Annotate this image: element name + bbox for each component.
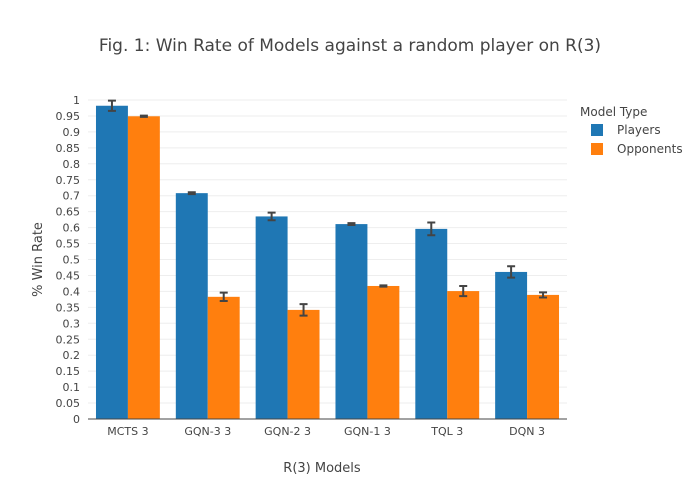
- error-bar: [107, 99, 116, 112]
- y-tick-label: 0.9: [63, 126, 81, 139]
- error-bar: [139, 114, 148, 118]
- y-tick-label: 0.5: [63, 254, 81, 267]
- bars: [95, 105, 560, 420]
- y-tick-label: 0.8: [63, 158, 81, 171]
- x-tick-label: TQL 3: [430, 425, 463, 438]
- error-bar: [299, 303, 308, 317]
- y-tick-label: 0.15: [56, 365, 81, 378]
- error-bar: [219, 291, 228, 302]
- y-tick-label: 0.75: [56, 174, 81, 187]
- bar-players: [255, 216, 288, 419]
- y-tick-label: 1: [73, 94, 80, 107]
- y-tick-label: 0.1: [63, 381, 81, 394]
- y-tick-label: 0.05: [56, 397, 81, 410]
- bar-players: [415, 228, 448, 419]
- legend-swatch-players: [591, 124, 603, 136]
- x-tick-label: GQN-3 3: [184, 425, 231, 438]
- legend-title: Model Type: [580, 105, 647, 119]
- x-tick-label: GQN-1 3: [344, 425, 391, 438]
- error-bar: [379, 284, 388, 288]
- error-bar: [187, 191, 196, 196]
- bar-opponents: [527, 294, 560, 419]
- bar-opponents: [207, 296, 240, 419]
- y-tick-label: 0.65: [56, 206, 81, 219]
- y-tick-label: 0.3: [63, 317, 81, 330]
- y-tick-label: 0.4: [63, 285, 81, 298]
- error-bar: [267, 211, 276, 222]
- y-tick-label: 0.7: [63, 190, 81, 203]
- y-tick-label: 0.35: [56, 301, 81, 314]
- y-tick-label: 0.85: [56, 142, 81, 155]
- error-bar: [507, 265, 516, 279]
- x-axis-title: R(3) Models: [283, 461, 361, 476]
- y-tick-label: 0.95: [56, 110, 81, 123]
- bar-players: [175, 193, 208, 419]
- x-tick-label: GQN-2 3: [264, 425, 311, 438]
- error-bar: [427, 221, 436, 237]
- bar-players: [335, 224, 368, 419]
- gridlines: [88, 99, 567, 404]
- legend-label-players: Players: [617, 123, 661, 137]
- x-tick-label: DQN 3: [509, 425, 545, 438]
- chart-title: Fig. 1: Win Rate of Models against a ran…: [99, 36, 601, 56]
- bar-opponents: [447, 291, 480, 419]
- y-tick-label: 0: [73, 413, 80, 426]
- error-bar: [539, 291, 548, 299]
- x-tick-label: MCTS 3: [107, 425, 148, 438]
- error-bar: [459, 284, 468, 298]
- bar-opponents: [287, 309, 320, 419]
- bar-opponents: [367, 285, 400, 419]
- y-tick-label: 0.6: [63, 222, 81, 235]
- legend-swatch-opponents: [591, 143, 603, 155]
- bar-players: [95, 105, 128, 419]
- y-tick-label: 0.55: [56, 238, 81, 251]
- x-axis-ticks: MCTS 3 GQN-3 3 GQN-2 3 GQN-1 3 TQL 3 DQN 3: [107, 425, 545, 438]
- y-tick-label: 0.25: [56, 333, 81, 346]
- error-bar: [347, 222, 356, 227]
- legend-label-opponents: Opponents: [617, 142, 683, 156]
- y-tick-label: 0.45: [56, 269, 81, 282]
- legend: Model Type Players Opponents: [580, 105, 683, 156]
- error-bars: [107, 99, 548, 317]
- bar-players: [495, 271, 528, 419]
- y-tick-label: 0.2: [63, 349, 81, 362]
- y-axis-title: % Win Rate: [31, 222, 46, 297]
- y-axis-ticks: 0 0.05 0.1 0.15 0.2 0.25 0.3 0.35 0.4 0.45 0.5 0.55…: [56, 94, 81, 426]
- bar-opponents: [127, 116, 160, 420]
